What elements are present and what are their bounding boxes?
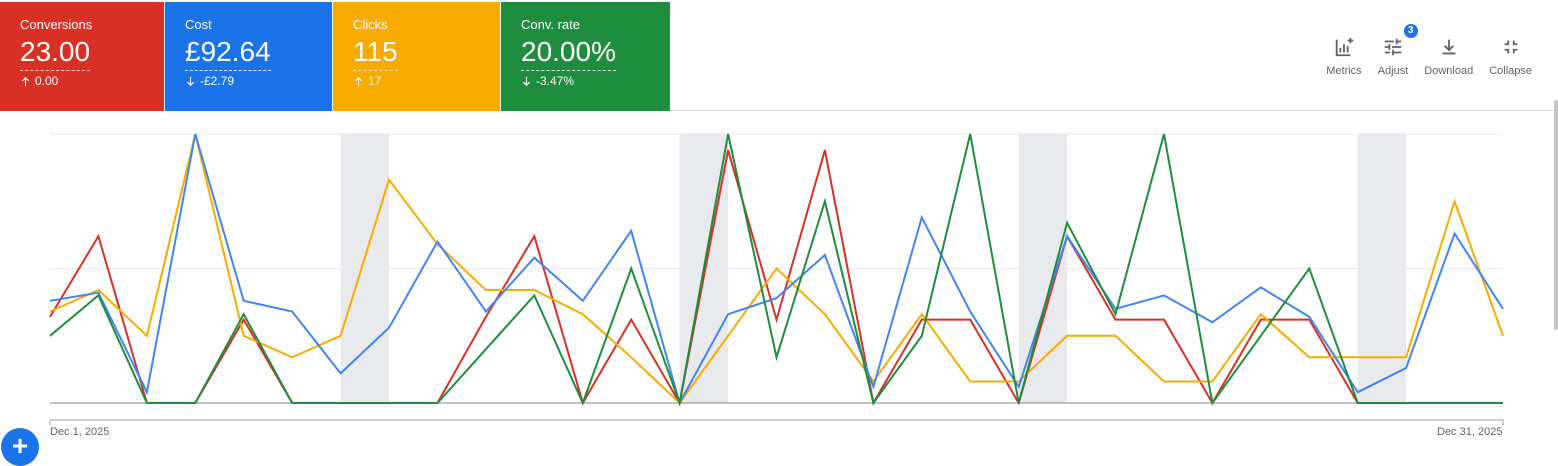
metric-card-1[interactable]: Cost £92.64 -£2.79 — [165, 2, 332, 111]
metric-delta-value: -£2.79 — [200, 74, 235, 88]
metric-value: 115 — [353, 35, 398, 71]
sliders-icon — [1382, 36, 1404, 58]
metric-card-0[interactable]: Conversions 23.00 0.00 — [0, 2, 164, 111]
metric-card-2[interactable]: Clicks 115 17 — [333, 2, 500, 111]
series-line-2 — [49, 133, 1504, 405]
metric-card-3[interactable]: Conv. rate 20.00% -3.47% — [501, 2, 670, 111]
arrow-down-icon — [185, 76, 196, 87]
metric-delta: 0.00 — [20, 74, 164, 88]
collapse-button-label: Collapse — [1489, 65, 1532, 77]
metric-delta-value: 17 — [368, 74, 382, 88]
series-line-1 — [49, 133, 1504, 406]
metric-label: Conv. rate — [521, 17, 581, 32]
metric-value: 23.00 — [20, 35, 91, 71]
metrics-header: Conversions 23.00 0.00 Cost £92.64 -£2.79 Clic… — [0, 0, 1558, 111]
collapse-icon — [1500, 36, 1522, 58]
metric-delta: -3.47% — [521, 74, 670, 88]
plus-icon: + — [11, 430, 29, 461]
metric-label: Clicks — [353, 17, 388, 32]
arrow-down-icon — [521, 76, 532, 87]
vertical-scrollbar[interactable] — [1554, 100, 1558, 330]
metrics-button[interactable]: Metrics — [1318, 36, 1369, 77]
metric-label: Cost — [185, 17, 212, 32]
metric-delta-value: 0.00 — [35, 74, 59, 88]
adjust-button-label: Adjust — [1377, 65, 1409, 77]
collapse-button[interactable]: Collapse — [1481, 36, 1540, 77]
adjust-count-badge: 3 — [1403, 24, 1418, 38]
series-line-0 — [49, 149, 1503, 406]
x-axis-end-label: Dec 31, 2025 — [1437, 426, 1503, 438]
metric-delta: -£2.79 — [185, 74, 332, 88]
metrics-icon — [1333, 36, 1355, 58]
add-button[interactable]: + — [1, 428, 39, 466]
download-icon — [1438, 36, 1460, 58]
metric-value: £92.64 — [185, 35, 271, 71]
chart-toolbar: Metrics 3 Adjust Download Collapse — [1318, 24, 1540, 77]
metric-delta: 17 — [353, 74, 500, 88]
metric-label: Conversions — [20, 17, 93, 32]
arrow-up-icon — [353, 76, 364, 87]
metric-delta-value: -3.47% — [536, 74, 575, 88]
metric-value: 20.00% — [521, 35, 616, 71]
metrics-button-label: Metrics — [1326, 65, 1362, 77]
series-line-3 — [49, 133, 1503, 407]
adjust-button[interactable]: 3 Adjust — [1370, 24, 1418, 77]
x-axis-start-label: Dec 1, 2025 — [50, 426, 110, 438]
arrow-up-icon — [20, 76, 31, 87]
line-chart — [49, 133, 1504, 425]
download-button[interactable]: Download — [1416, 36, 1481, 77]
download-button-label: Download — [1424, 65, 1474, 77]
